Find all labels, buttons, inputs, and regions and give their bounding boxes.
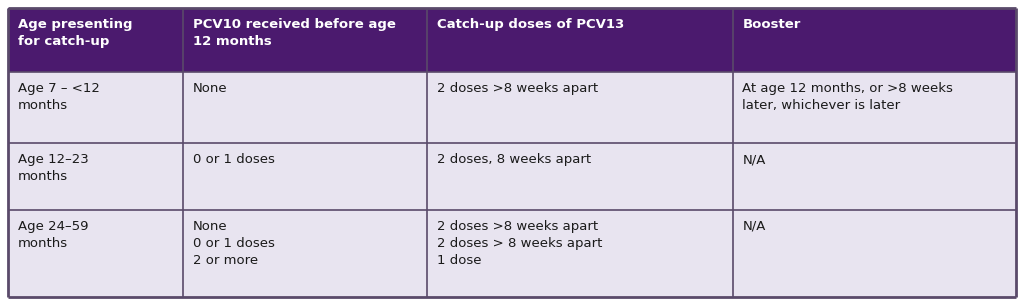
Bar	[732, 8, 1016, 72]
Text: None: None	[194, 82, 228, 95]
Text: 2 doses >8 weeks apart
2 doses > 8 weeks apart
1 dose: 2 doses >8 weeks apart 2 doses > 8 weeks…	[437, 220, 603, 267]
Bar	[732, 143, 1016, 210]
Bar	[427, 210, 732, 297]
Text: 0 or 1 doses: 0 or 1 doses	[194, 153, 275, 167]
Text: Catch-up doses of PCV13: Catch-up doses of PCV13	[437, 18, 625, 31]
Text: PCV10 received before age
12 months: PCV10 received before age 12 months	[194, 18, 396, 48]
Text: N/A: N/A	[742, 153, 766, 167]
Bar	[183, 210, 427, 297]
Bar	[8, 143, 183, 210]
Bar	[427, 8, 732, 72]
Text: Age 12–23
months: Age 12–23 months	[18, 153, 89, 184]
Bar	[8, 8, 183, 72]
Text: At age 12 months, or >8 weeks
later, whichever is later: At age 12 months, or >8 weeks later, whi…	[742, 82, 953, 113]
Text: None
0 or 1 doses
2 or more: None 0 or 1 doses 2 or more	[194, 220, 275, 267]
Bar	[732, 210, 1016, 297]
Bar	[427, 143, 732, 210]
Text: Age 24–59
months: Age 24–59 months	[18, 220, 88, 250]
Text: 2 doses >8 weeks apart: 2 doses >8 weeks apart	[437, 82, 598, 95]
Bar	[183, 72, 427, 143]
Bar	[8, 72, 183, 143]
Text: Booster: Booster	[742, 18, 801, 31]
Text: Age 7 – <12
months: Age 7 – <12 months	[18, 82, 100, 113]
Bar	[183, 143, 427, 210]
Bar	[427, 72, 732, 143]
Bar	[732, 72, 1016, 143]
Bar	[8, 210, 183, 297]
Text: N/A: N/A	[742, 220, 766, 233]
Text: 2 doses, 8 weeks apart: 2 doses, 8 weeks apart	[437, 153, 592, 167]
Text: Age presenting
for catch-up: Age presenting for catch-up	[18, 18, 132, 48]
Bar	[183, 8, 427, 72]
